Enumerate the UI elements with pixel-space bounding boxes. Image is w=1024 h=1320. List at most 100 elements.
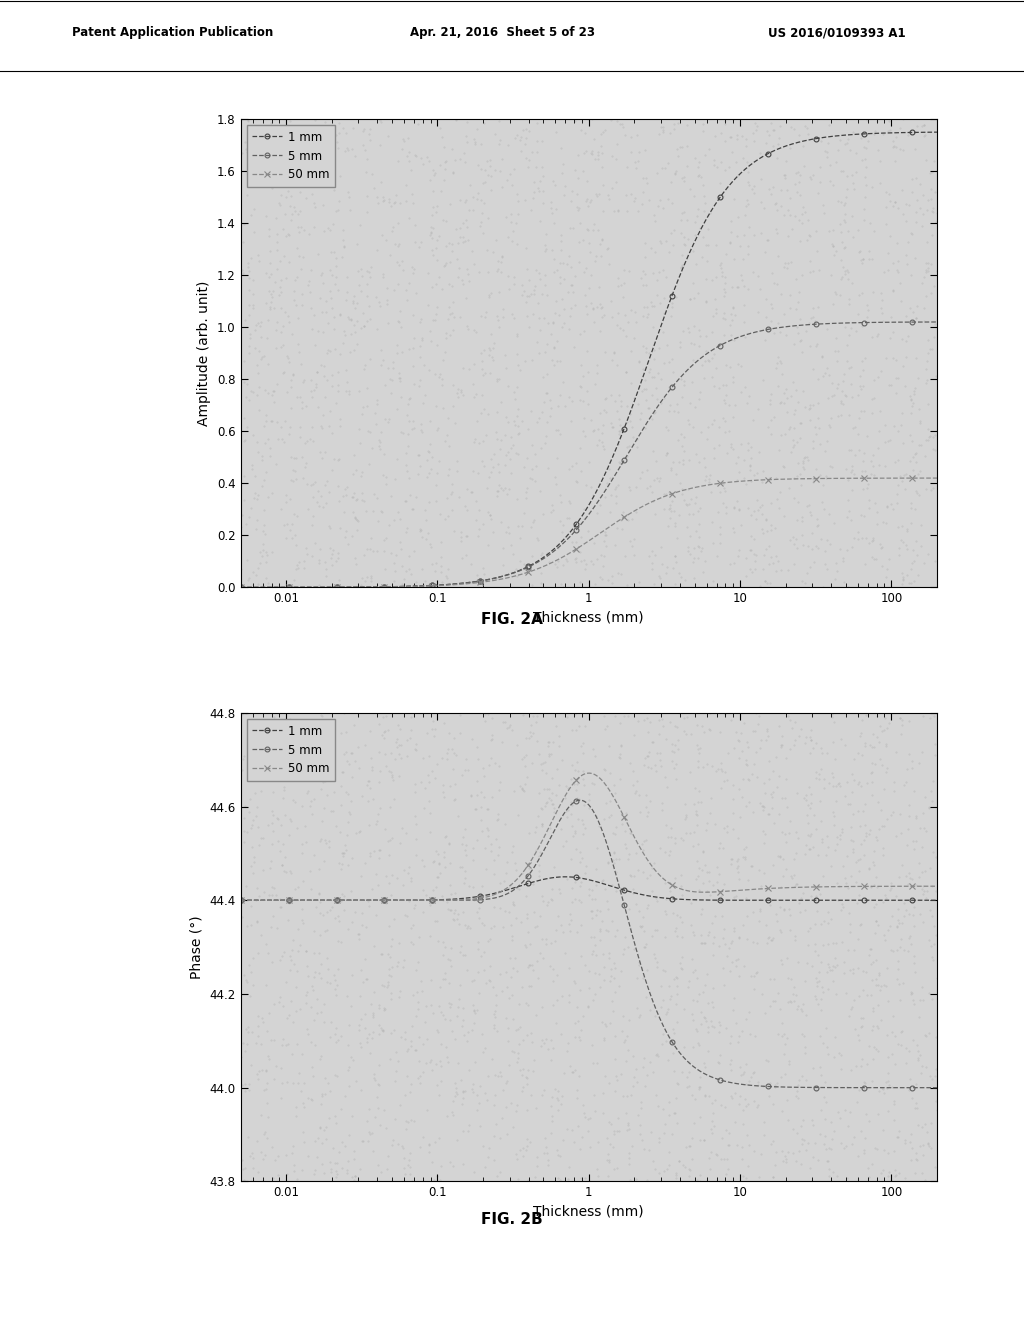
- Point: [841, 1006, 857, 1027]
- Point: [442, 853, 459, 874]
- Point: [663, 306, 679, 327]
- Point: [767, 1076, 783, 1097]
- Point: [597, 718, 613, 739]
- Point: [549, 350, 565, 371]
- Point: [792, 463, 808, 484]
- Point: [715, 838, 731, 859]
- Point: [319, 218, 336, 239]
- Point: [805, 1114, 821, 1135]
- Point: [841, 356, 857, 378]
- Point: [490, 779, 507, 800]
- Point: [891, 1163, 907, 1184]
- Point: [829, 341, 846, 362]
- Point: [266, 380, 283, 401]
- Point: [300, 275, 316, 296]
- Point: [526, 444, 543, 465]
- Point: [700, 139, 717, 160]
- Point: [455, 944, 471, 965]
- Point: [628, 477, 644, 498]
- Point: [307, 961, 324, 982]
- Point: [762, 968, 778, 989]
- Point: [505, 220, 521, 242]
- Point: [787, 400, 804, 421]
- Point: [596, 705, 612, 726]
- Point: [819, 430, 836, 451]
- Point: [888, 367, 904, 388]
- Point: [475, 173, 492, 194]
- Point: [312, 1045, 329, 1067]
- Point: [246, 846, 262, 867]
- Point: [720, 1159, 736, 1180]
- Point: [742, 1067, 759, 1088]
- Point: [418, 510, 434, 531]
- Point: [700, 993, 717, 1014]
- Point: [736, 449, 753, 470]
- Point: [249, 1131, 265, 1152]
- Point: [420, 523, 436, 544]
- Point: [745, 465, 762, 486]
- Point: [669, 286, 685, 308]
- Point: [799, 228, 815, 249]
- Point: [519, 447, 536, 469]
- Point: [259, 1020, 275, 1041]
- Point: [636, 370, 652, 391]
- Point: [529, 1155, 546, 1176]
- Point: [484, 457, 501, 478]
- Point: [519, 285, 536, 306]
- Point: [780, 1142, 797, 1163]
- Point: [904, 1088, 921, 1109]
- Point: [314, 447, 331, 469]
- Point: [520, 921, 537, 942]
- Point: [335, 230, 351, 251]
- Point: [855, 450, 871, 471]
- Point: [423, 216, 439, 238]
- Point: [501, 902, 517, 923]
- Point: [757, 329, 773, 350]
- Point: [547, 553, 563, 574]
- Point: [436, 508, 453, 529]
- Point: [378, 705, 394, 726]
- Point: [685, 240, 701, 261]
- Point: [735, 248, 752, 269]
- Point: [871, 400, 888, 421]
- Point: [360, 124, 377, 145]
- Point: [818, 1036, 835, 1057]
- Point: [285, 1135, 301, 1156]
- Point: [442, 900, 459, 921]
- Point: [852, 400, 868, 421]
- Point: [711, 1072, 727, 1093]
- Point: [544, 1086, 560, 1107]
- Point: [399, 145, 416, 166]
- Point: [636, 379, 652, 400]
- Point: [667, 401, 683, 422]
- Point: [803, 169, 819, 190]
- Point: [571, 851, 588, 873]
- Point: [445, 759, 462, 780]
- Point: [455, 384, 471, 405]
- Point: [746, 528, 763, 549]
- Point: [600, 853, 616, 874]
- Point: [237, 350, 253, 371]
- Point: [791, 892, 807, 913]
- Point: [904, 430, 921, 451]
- Point: [295, 1122, 311, 1143]
- Point: [748, 741, 764, 762]
- Point: [568, 779, 585, 800]
- Point: [796, 994, 812, 1015]
- Point: [793, 1115, 809, 1137]
- Point: [434, 774, 451, 795]
- Point: [813, 810, 829, 832]
- Point: [618, 1085, 635, 1106]
- Point: [392, 315, 409, 337]
- Point: [919, 252, 935, 273]
- Point: [360, 420, 377, 441]
- Point: [456, 226, 472, 247]
- Point: [802, 166, 818, 187]
- Point: [441, 436, 458, 457]
- Point: [844, 537, 860, 558]
- Point: [366, 1063, 382, 1084]
- Point: [265, 993, 282, 1014]
- Point: [586, 128, 602, 149]
- Point: [461, 199, 477, 220]
- Point: [907, 378, 924, 399]
